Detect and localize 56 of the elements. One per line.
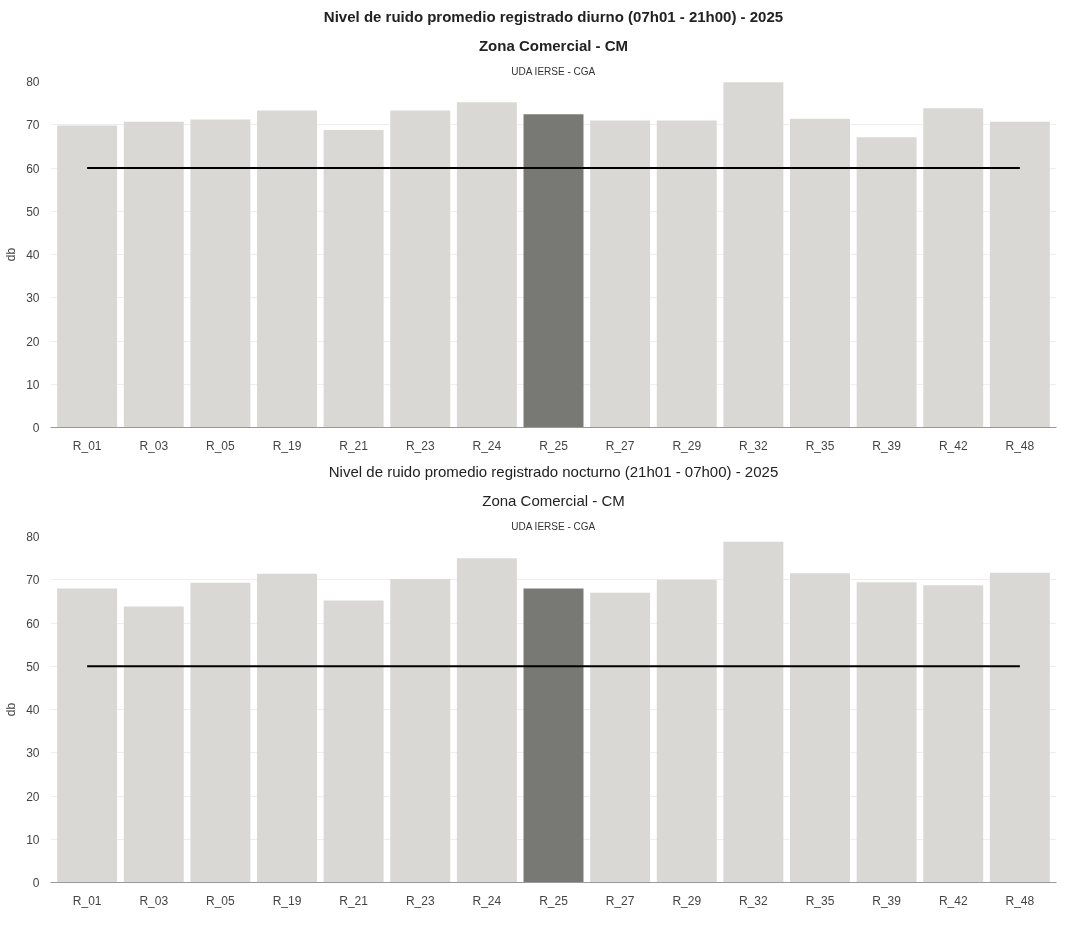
x-tick-label: R_05 [206,438,236,453]
x-tick-label: R_27 [605,893,635,908]
y-tick-label: 60 [26,161,40,176]
x-tick-label: R_21 [339,893,369,908]
x-tick-label: R_39 [872,438,902,453]
y-tick-label: 20 [26,334,40,349]
x-tick-label: R_21 [339,438,369,453]
y-tick-label: 80 [26,530,40,544]
y-tick-label: 30 [26,291,40,306]
x-tick-label: R_03 [139,438,169,453]
y-tick-label: 10 [26,832,40,847]
y-tick-label: 0 [32,421,40,435]
y-tick-label: 50 [26,204,40,219]
x-tick-label: R_42 [938,893,968,908]
text: UDA IERSE - CGA [511,65,596,77]
chart-subtitle: Zona Comercial - CM [482,491,625,509]
y-tick-label: 20 [26,789,40,804]
x-tick-label: R_48 [1005,438,1035,453]
x-tick-label: R_29 [672,893,702,908]
x-tick-label: R_48 [1005,893,1035,908]
x-tick-label: R_01 [72,893,102,908]
y-tick-label: 60 [26,616,40,631]
x-tick-label: R_39 [872,893,902,908]
y-tick-label: 10 [26,377,40,392]
y-tick-label: 40 [26,248,40,262]
x-tick-label: R_23 [405,893,435,908]
x-tick-label: R_19 [272,438,302,453]
chart-title: Nivel de ruido promedio registrado diurno (07h01 - 21h00) - 2025 [323,7,784,25]
chart-title: Nivel de ruido promedio registrado nocturno (21h01 - 07h00) - 2025 [328,462,779,480]
x-tick-label: R_42 [938,438,968,453]
x-tick-label: R_29 [672,438,702,453]
x-tick-label: R_24 [472,438,502,453]
text: UDA IERSE - CGA [511,520,596,532]
y-axis-title: db [4,702,19,717]
x-tick-label: R_35 [805,893,835,908]
x-tick-label: R_32 [739,438,769,453]
y-tick-label: 0 [32,876,40,890]
x-tick-label: R_24 [472,893,502,908]
x-tick-label: R_23 [405,438,435,453]
y-axis-title: db [4,247,19,262]
x-tick-label: R_32 [739,893,769,908]
x-tick-label: R_27 [605,438,635,453]
chart-subtitle: Zona Comercial - CM [478,36,629,54]
y-tick-label: 40 [26,703,40,717]
x-tick-label: R_25 [539,438,569,453]
x-tick-label: R_03 [139,893,169,908]
x-tick-label: R_01 [72,438,102,453]
y-tick-label: 30 [26,746,40,761]
y-tick-label: 70 [26,118,40,133]
x-tick-label: R_35 [805,438,835,453]
x-tick-label: R_05 [206,893,236,908]
x-tick-label: R_19 [272,893,302,908]
y-tick-label: 70 [26,573,40,588]
x-tick-label: R_25 [539,893,569,908]
y-tick-label: 50 [26,659,40,674]
y-tick-label: 80 [26,75,40,89]
